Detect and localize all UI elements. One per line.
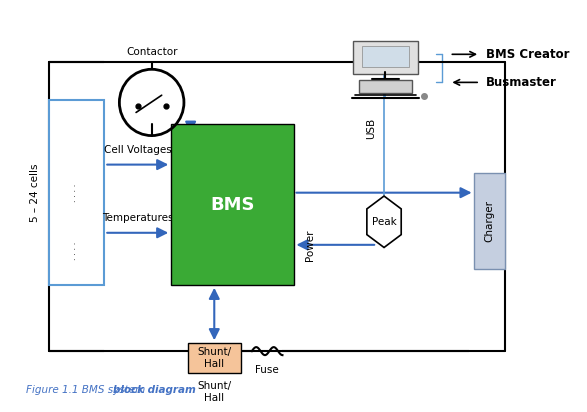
Text: Charger: Charger: [485, 200, 495, 242]
Text: 5 – 24 cells: 5 – 24 cells: [30, 164, 40, 222]
Text: BMS Creator: BMS Creator: [485, 48, 569, 61]
Text: Figure 1.1 BMS system: Figure 1.1 BMS system: [26, 385, 149, 395]
Text: Fuse: Fuse: [255, 365, 279, 375]
Text: Busmaster: Busmaster: [485, 76, 556, 89]
Text: IO: IO: [199, 125, 210, 135]
Polygon shape: [367, 196, 401, 248]
FancyBboxPatch shape: [49, 101, 104, 285]
Text: Peak: Peak: [372, 217, 396, 227]
Text: · · · ·: · · · ·: [72, 241, 81, 260]
Text: BMS: BMS: [210, 196, 255, 214]
Text: Shunt/
Hall: Shunt/ Hall: [197, 381, 231, 403]
Text: block diagram: block diagram: [113, 385, 195, 395]
FancyBboxPatch shape: [171, 124, 294, 285]
Text: Cell Voltages: Cell Voltages: [104, 145, 171, 154]
Text: Power: Power: [305, 229, 315, 260]
Text: CAN: CAN: [373, 205, 395, 215]
Text: USB: USB: [366, 118, 376, 139]
FancyBboxPatch shape: [362, 46, 409, 67]
Text: · · · ·: · · · ·: [72, 183, 81, 202]
FancyBboxPatch shape: [353, 41, 418, 74]
FancyBboxPatch shape: [188, 343, 241, 373]
FancyBboxPatch shape: [474, 173, 505, 269]
Text: Shunt/
Hall: Shunt/ Hall: [197, 347, 231, 369]
FancyBboxPatch shape: [359, 80, 411, 93]
Text: Contactor: Contactor: [126, 47, 177, 57]
Text: Temperatures: Temperatures: [102, 213, 174, 223]
